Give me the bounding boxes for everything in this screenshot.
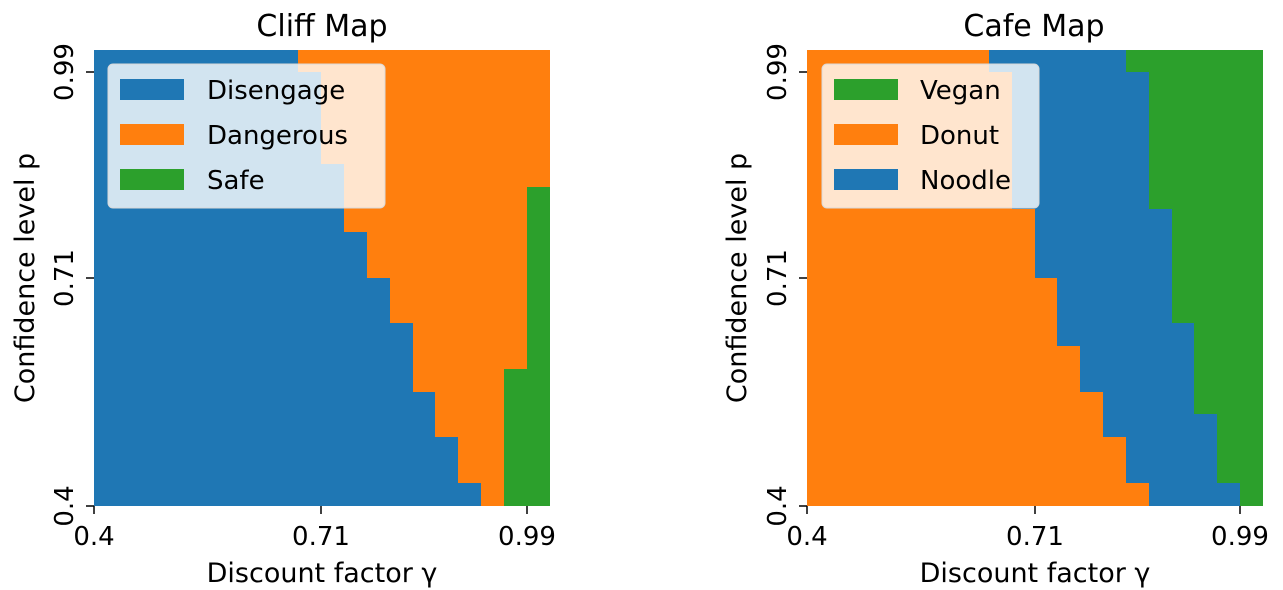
- region-noodle: [989, 50, 1240, 506]
- x-tick-label: 0.99: [498, 522, 556, 552]
- y-axis: 0.4 0.71 0.99 Confidence level p: [722, 43, 807, 527]
- y-axis-label: Confidence level p: [10, 153, 41, 403]
- x-tick-label: 0.99: [1211, 522, 1269, 552]
- legend-swatch-disengage: [120, 79, 184, 100]
- y-tick-label: 0.4: [763, 485, 793, 526]
- y-axis-label: Confidence level p: [722, 153, 753, 403]
- chart-cafe: Cafe Map 0.4 0.71 0.99 Discount factor γ…: [722, 9, 1269, 589]
- x-axis: 0.4 0.71 0.99 Discount factor γ: [786, 506, 1269, 589]
- legend-swatch-vegan: [834, 79, 898, 100]
- x-tick-label: 0.71: [1006, 522, 1064, 552]
- x-axis: 0.4 0.71 0.99 Discount factor γ: [73, 506, 556, 589]
- chart-cliff: Cliff Map 0.4 0.71 0.99 Discount factor …: [10, 9, 556, 589]
- y-tick-label: 0.99: [50, 43, 80, 101]
- legend-swatch-noodle: [834, 169, 898, 190]
- x-axis-label: Discount factor γ: [920, 558, 1151, 589]
- legend: Vegan Donut Noodle: [821, 63, 1040, 209]
- legend-label-noodle: Noodle: [920, 166, 1011, 196]
- chart-title: Cafe Map: [963, 9, 1104, 44]
- x-tick-label: 0.4: [786, 522, 827, 552]
- x-axis-label: Discount factor γ: [207, 558, 438, 589]
- y-tick-label: 0.4: [50, 485, 80, 526]
- legend-label-dangerous: Dangerous: [207, 121, 348, 151]
- legend-label-safe: Safe: [207, 166, 265, 196]
- legend-label-disengage: Disengage: [207, 76, 345, 106]
- legend-swatch-dangerous: [120, 124, 184, 145]
- legend-swatch-safe: [120, 169, 184, 190]
- legend-swatch-donut: [834, 124, 898, 145]
- region-vegan: [1126, 50, 1263, 506]
- region-safe: [504, 187, 550, 506]
- legend-label-vegan: Vegan: [920, 76, 1001, 106]
- y-tick-label: 0.71: [50, 249, 80, 307]
- x-tick-label: 0.71: [292, 522, 350, 552]
- legend: Disengage Dangerous Safe: [107, 63, 386, 209]
- y-axis: 0.4 0.71 0.99 Confidence level p: [10, 43, 94, 527]
- legend-label-donut: Donut: [920, 121, 999, 151]
- chart-title: Cliff Map: [256, 9, 387, 44]
- y-tick-label: 0.71: [763, 249, 793, 307]
- x-tick-label: 0.4: [73, 522, 114, 552]
- y-tick-label: 0.99: [763, 43, 793, 101]
